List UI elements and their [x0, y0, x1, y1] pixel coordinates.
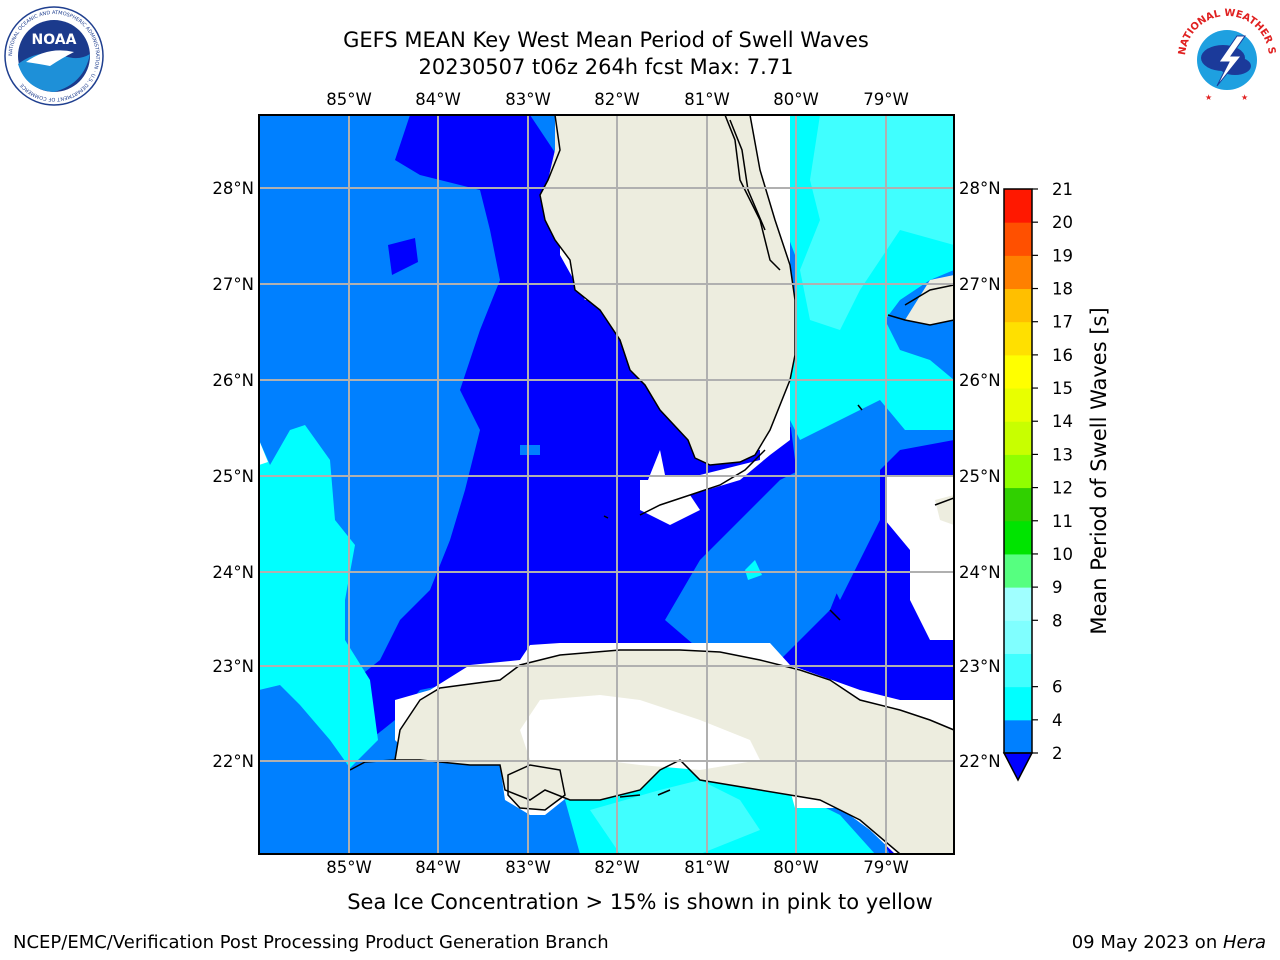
- lat-labels-left: 28°N 27°N 26°N 25°N 24°N 23°N 22°N: [212, 179, 254, 771]
- colorbar-band: [1004, 686, 1032, 721]
- colorbar-tick-label: 11: [1052, 512, 1073, 531]
- footer-date: 09 May 2023 on Hera: [1072, 932, 1266, 953]
- lon-label: 84°W: [415, 858, 461, 877]
- colorbar-band: [1004, 321, 1032, 356]
- colorbar-band: [1004, 421, 1032, 455]
- lat-label: 24°N: [959, 563, 1001, 582]
- lat-label: 28°N: [959, 179, 1001, 198]
- noaa-logo-text: NOAA: [32, 32, 77, 48]
- lat-label: 26°N: [212, 371, 254, 390]
- colorbar-tick-label: 13: [1052, 445, 1073, 464]
- lat-label: 25°N: [959, 467, 1001, 486]
- colorbar-tick-label: 18: [1052, 280, 1073, 299]
- footer-date-text: 09 May 2023 on: [1071, 932, 1223, 953]
- colorbar-ticks: 2 4 6 8 9 10 11 12 13 14 15 16 17 18 19 20 21: [1032, 180, 1073, 763]
- lon-label: 83°W: [505, 858, 551, 877]
- lon-label: 81°W: [684, 90, 730, 109]
- colorbar-tick-label: 15: [1052, 379, 1073, 398]
- noaa-logo: NOAA NATIONAL OCEANIC AND ATMOSPHERIC AD…: [4, 6, 104, 106]
- colorbar-tick-label: 19: [1052, 246, 1073, 265]
- lon-label: 80°W: [773, 90, 819, 109]
- colorbar-band: [1004, 553, 1032, 588]
- lon-label: 85°W: [326, 858, 372, 877]
- colorbar-band: [1004, 354, 1032, 389]
- svg-text:★: ★: [1241, 93, 1248, 102]
- land-florida: [540, 115, 795, 465]
- colorbar-extend-min: [1002, 752, 1034, 782]
- colorbar-tick-label: 10: [1052, 545, 1073, 564]
- lat-label: 26°N: [959, 371, 1001, 390]
- swell-field-6-7: [800, 115, 954, 330]
- colorbar-band: [1004, 388, 1032, 422]
- lon-label: 84°W: [415, 90, 461, 109]
- colorbar-tick-label: 16: [1052, 346, 1073, 365]
- lon-label: 83°W: [505, 90, 551, 109]
- colorbar-tick-label: 21: [1052, 180, 1073, 199]
- colorbar-tick-label: 14: [1052, 412, 1073, 431]
- colorbar-band: [1004, 255, 1032, 290]
- lon-label: 79°W: [863, 858, 909, 877]
- lat-label: 22°N: [959, 752, 1001, 771]
- lon-label: 81°W: [684, 858, 730, 877]
- colorbar-band: [1004, 719, 1032, 754]
- colorbar-band: [1004, 454, 1032, 489]
- colorbar-frame: [1003, 188, 1033, 754]
- colorbar-tick-label: 4: [1052, 711, 1063, 730]
- lon-label: 85°W: [326, 90, 372, 109]
- colorbar-band: [1004, 653, 1032, 688]
- lon-label: 79°W: [863, 90, 909, 109]
- lat-labels-right: 28°N 27°N 26°N 25°N 24°N 23°N 22°N: [959, 179, 1001, 771]
- colorbar-tick-label: 20: [1052, 213, 1073, 232]
- colorbar-tick-label: 12: [1052, 479, 1073, 498]
- chart-title: GEFS MEAN Key West Mean Period of Swell …: [343, 28, 869, 52]
- colorbar-tick-label: 17: [1052, 313, 1073, 332]
- lat-label: 27°N: [212, 275, 254, 294]
- lon-labels-bottom: 85°W 84°W 83°W 82°W 81°W 80°W 79°W: [326, 858, 909, 877]
- lat-label: 25°N: [212, 467, 254, 486]
- colorbar-tick-label: 2: [1052, 744, 1063, 763]
- colorbar-label: Mean Period of Swell Waves [s]: [1087, 307, 1111, 634]
- lon-label: 80°W: [773, 858, 819, 877]
- sea-ice-caption: Sea Ice Concentration > 15% is shown in …: [347, 890, 933, 914]
- lon-label: 82°W: [594, 858, 640, 877]
- colorbar-band: [1004, 587, 1032, 621]
- lon-labels-top: 85°W 84°W 83°W 82°W 81°W 80°W 79°W: [326, 90, 909, 109]
- chart-subtitle: 20230507 t06z 264h fcst Max: 7.71: [418, 55, 794, 79]
- colorbar-band: [1004, 487, 1032, 522]
- colorbar-bands: [1004, 189, 1032, 754]
- lat-label: 23°N: [212, 657, 254, 676]
- svg-text:★: ★: [1205, 93, 1212, 102]
- map-panel: [259, 115, 954, 854]
- colorbar-band: [1004, 189, 1032, 223]
- colorbar: 2 4 6 8 9 10 11 12 13 14 15 16 17 18 19 20 21 Mean Perio…: [1002, 180, 1111, 782]
- colorbar-band: [1004, 288, 1032, 323]
- footer-credit: NCEP/EMC/Verification Post Processing Pr…: [13, 932, 609, 953]
- footer-host: Hera: [1222, 932, 1266, 953]
- colorbar-band: [1004, 520, 1032, 555]
- colorbar-tick-label: 8: [1052, 611, 1063, 630]
- colorbar-band: [1004, 222, 1032, 256]
- colorbar-band: [1004, 620, 1032, 654]
- nws-logo: NATIONAL WEATHER SERVICE ★ ★: [1175, 6, 1277, 105]
- lat-label: 24°N: [212, 563, 254, 582]
- colorbar-tick-label: 9: [1052, 578, 1063, 597]
- colorbar-tick-label: 6: [1052, 678, 1063, 697]
- lat-label: 28°N: [212, 179, 254, 198]
- lon-label: 82°W: [594, 90, 640, 109]
- lat-label: 23°N: [959, 657, 1001, 676]
- gridlines: [259, 115, 954, 854]
- lat-label: 22°N: [212, 752, 254, 771]
- map-frame: [258, 114, 955, 855]
- lat-label: 27°N: [959, 275, 1001, 294]
